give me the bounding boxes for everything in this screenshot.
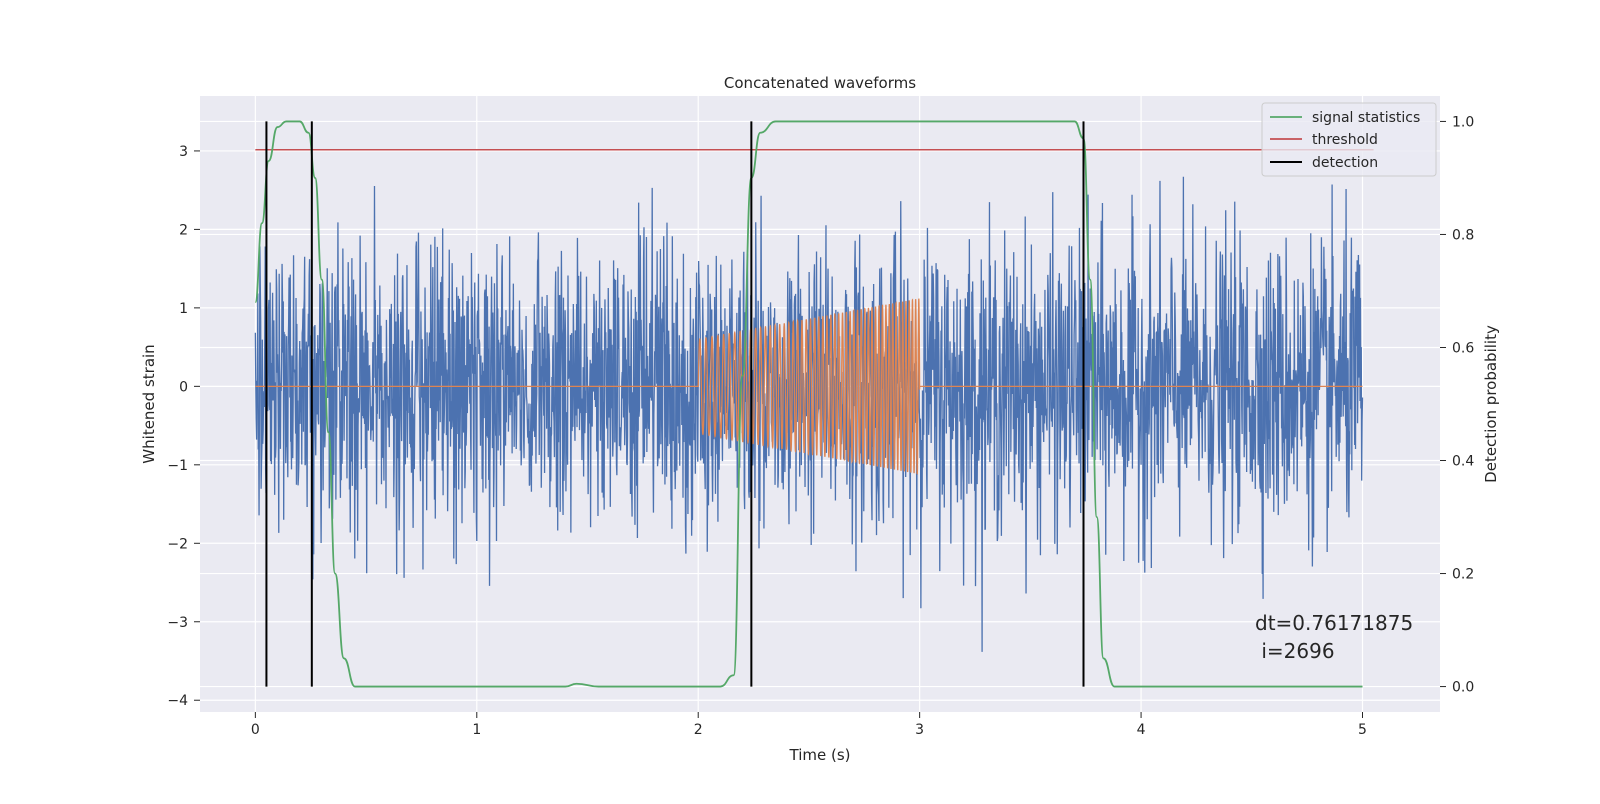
- x-tick-label: 3: [915, 722, 924, 738]
- x-tick-label: 4: [1137, 722, 1146, 738]
- y-axis-label: Whitened strain: [140, 344, 158, 463]
- y-tick-label: 3: [179, 144, 188, 160]
- y2-tick-label: 0.0: [1452, 680, 1474, 696]
- annotation-i: i=2696: [1255, 639, 1335, 663]
- y-tick-label: 0: [179, 379, 188, 395]
- y-tick-label: −3: [167, 615, 188, 631]
- y2-tick-label: 0.4: [1452, 454, 1474, 470]
- y-tick-label: 2: [179, 222, 188, 238]
- y2-tick-label: 1.0: [1452, 114, 1474, 130]
- series-layer: [254, 120, 1374, 688]
- legend-label-detection: detection: [1312, 155, 1378, 171]
- y2-tick-label: 0.2: [1452, 567, 1474, 583]
- series-injected-chirp: [255, 298, 1363, 475]
- bottom-axis: 0 1 2 3 4 5: [251, 712, 1367, 738]
- right-axis: 0.0 0.2 0.4 0.6 0.8 1.0: [1440, 114, 1474, 696]
- legend-box: [1261, 102, 1437, 177]
- annotation: dt=0.76171875 i=2696: [1255, 611, 1413, 663]
- legend: signal statistics threshold detection: [1261, 102, 1437, 177]
- y-tick-label: −4: [167, 693, 188, 709]
- y-tick-label: −1: [167, 458, 188, 474]
- x-axis-label: Time (s): [789, 746, 851, 764]
- y-tick-label: 1: [179, 301, 188, 317]
- x-tick-label: 5: [1358, 722, 1367, 738]
- y-tick-label: −2: [167, 536, 188, 552]
- legend-label-signal-statistics: signal statistics: [1312, 110, 1420, 126]
- y2-tick-label: 0.6: [1452, 340, 1474, 356]
- x-tick-label: 0: [251, 722, 260, 738]
- x-tick-label: 2: [694, 722, 703, 738]
- legend-label-threshold: threshold: [1312, 132, 1378, 148]
- annotation-dt: dt=0.76171875: [1255, 611, 1413, 635]
- chart-title: Concatenated waveforms: [724, 74, 916, 92]
- y2-axis-label: Detection probability: [1482, 325, 1500, 483]
- left-axis: −4 −3 −2 −1 0 1 2 3: [167, 144, 200, 709]
- series-whitened-noise: [254, 176, 1364, 652]
- series-signal-statistics: [254, 120, 1363, 688]
- y2-tick-label: 0.8: [1452, 227, 1474, 243]
- x-tick-label: 1: [472, 722, 481, 738]
